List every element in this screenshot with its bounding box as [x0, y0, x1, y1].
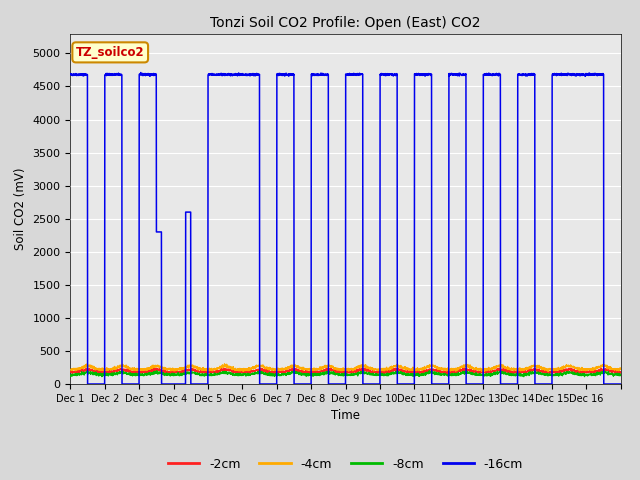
Text: TZ_soilco2: TZ_soilco2 — [76, 46, 145, 59]
Y-axis label: Soil CO2 (mV): Soil CO2 (mV) — [14, 168, 27, 250]
X-axis label: Time: Time — [331, 409, 360, 422]
Title: Tonzi Soil CO2 Profile: Open (East) CO2: Tonzi Soil CO2 Profile: Open (East) CO2 — [211, 16, 481, 30]
Legend: -2cm, -4cm, -8cm, -16cm: -2cm, -4cm, -8cm, -16cm — [163, 453, 528, 476]
